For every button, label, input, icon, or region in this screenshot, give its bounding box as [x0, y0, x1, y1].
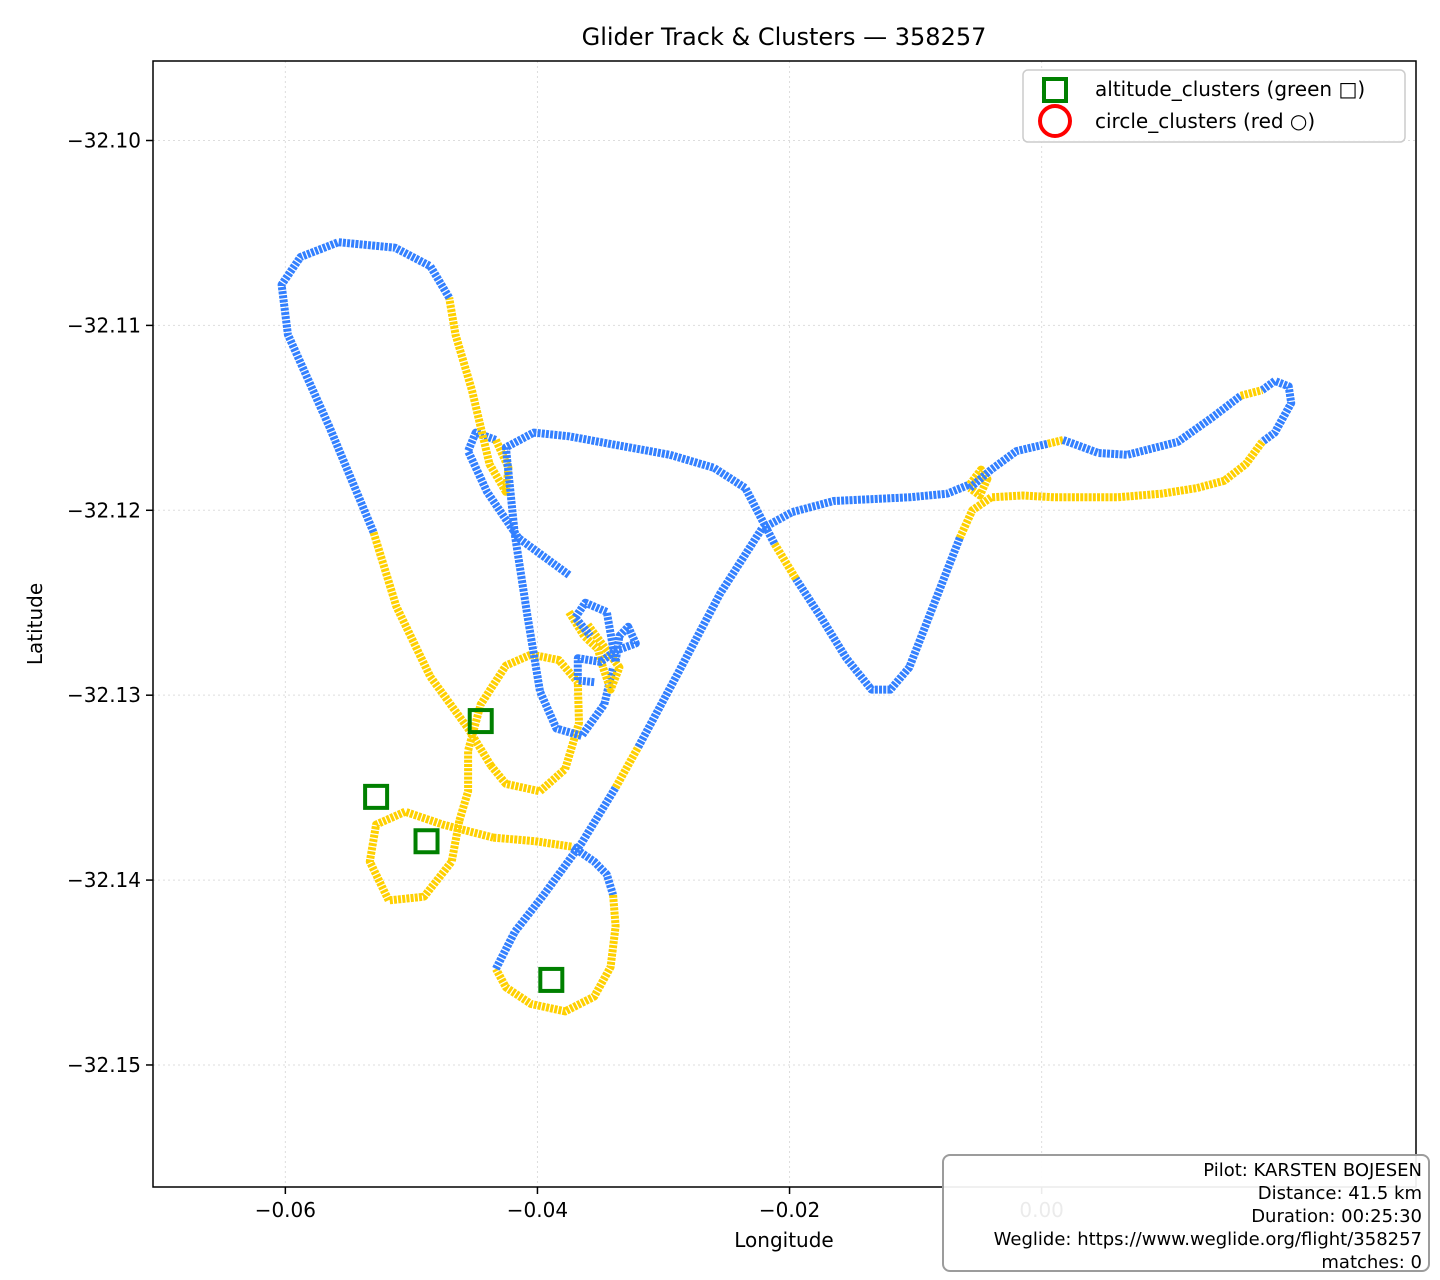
track-segment-climb — [492, 833, 574, 851]
x-tick-label: −0.04 — [507, 1198, 568, 1222]
track-segment-glide — [492, 785, 620, 971]
altitude-cluster-marker — [467, 708, 494, 735]
track-segment-glide — [1259, 376, 1296, 446]
track-segment-climb — [1239, 386, 1264, 400]
track-segment-climb — [492, 894, 620, 1016]
duration-text: Duration: 00:25:30 — [1251, 1206, 1422, 1227]
track-segment-climb — [455, 650, 583, 823]
track-segment-climb — [966, 465, 992, 500]
y-tick-label: −32.11 — [67, 313, 141, 337]
track-segment-glide — [967, 439, 1049, 492]
matches-text: matches: 0 — [1321, 1252, 1422, 1273]
plot-frame — [152, 60, 1417, 1188]
y-tick-label: −32.15 — [67, 1053, 141, 1077]
flight-info-box: Pilot: KARSTEN BOJESEN Distance: 41.5 km… — [942, 1154, 1430, 1273]
track-segment-climb — [612, 745, 642, 790]
track-segment-glide — [501, 428, 778, 740]
track-segment-glide — [570, 843, 617, 897]
track-segment-climb — [770, 541, 800, 581]
cluster-markers — [363, 708, 565, 993]
legend-circle-clusters: circle_clusters (red ○) — [1095, 109, 1315, 133]
track-segment-glide — [792, 536, 964, 694]
y-tick-label: −32.13 — [67, 683, 141, 707]
y-tick-label: −32.14 — [67, 868, 141, 892]
track-segment-glide — [277, 238, 453, 535]
legend-circle-icon — [1038, 104, 1072, 138]
y-ticks: −32.15 −32.14 −32.13 −32.12 −32.11 −32.10 — [67, 129, 153, 1077]
x-tick-label: −0.02 — [759, 1198, 820, 1222]
track-segment-climb — [369, 531, 495, 768]
y-tick-label: −32.10 — [67, 129, 141, 153]
y-axis-label: Latitude — [23, 583, 47, 665]
distance-text: Distance: 41.5 km — [1257, 1183, 1422, 1204]
x-tick-label: −0.06 — [255, 1198, 316, 1222]
track-segment-climb — [565, 609, 624, 694]
track-segment-glide — [634, 480, 972, 749]
altitude-cluster-marker — [363, 783, 390, 810]
pilot-text: Pilot: KARSTEN BOJESEN — [1203, 1160, 1422, 1181]
track-segment-glide — [1061, 392, 1244, 459]
legend-square-icon — [1042, 77, 1068, 103]
x-axis-label: Longitude — [734, 1228, 833, 1252]
track-segment-climb — [365, 807, 495, 905]
altitude-cluster-marker — [413, 828, 440, 855]
track-segment-climb — [956, 439, 1266, 540]
grid — [153, 61, 1416, 1187]
y-tick-label: −32.12 — [67, 498, 141, 522]
legend: altitude_clusters (green □) circle_clust… — [1022, 69, 1406, 143]
legend-frame — [1022, 69, 1406, 143]
track-layer — [277, 238, 1296, 1016]
weglide-link[interactable]: Weglide: https://www.weglide.org/flight/… — [993, 1229, 1422, 1250]
track-segment-glide — [571, 598, 640, 687]
chart-title: Glider Track & Clusters — 358257 — [582, 23, 987, 51]
legend-altitude-clusters: altitude_clusters (green □) — [1095, 77, 1365, 101]
track-segment-climb — [1046, 436, 1065, 448]
altitude-cluster-marker — [538, 966, 565, 993]
track-segment-climb — [445, 297, 513, 496]
